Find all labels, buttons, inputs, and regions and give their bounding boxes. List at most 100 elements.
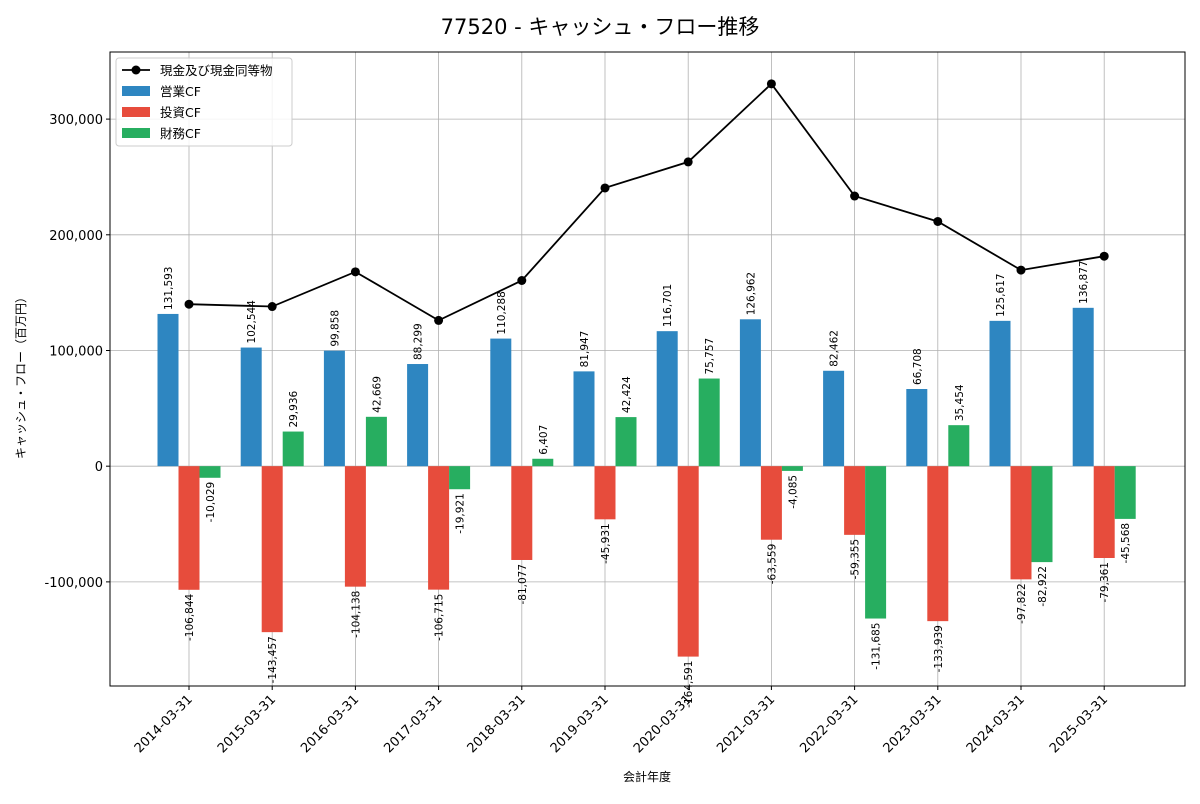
cash-balance-point: [1016, 265, 1026, 275]
bar-投資CF: [511, 466, 533, 560]
cash-balance-point: [766, 79, 776, 89]
bar-value-label: 125,617: [995, 273, 1007, 316]
cash-balance-point: [933, 216, 943, 226]
bar-営業CF: [823, 370, 845, 467]
bar-value-label: -164,591: [683, 661, 695, 708]
cash-balance-point: [517, 275, 527, 285]
bar-投資CF: [1093, 466, 1115, 558]
y-tick-label: -100,000: [45, 576, 103, 591]
bar-value-label: -45,931: [600, 523, 612, 564]
x-tick-label: 2021-03-31: [714, 692, 778, 756]
bar-value-label: -82,922: [1037, 566, 1049, 607]
bar-営業CF: [1072, 307, 1094, 467]
bar-財務CF: [1114, 466, 1136, 519]
legend-swatch: [122, 107, 150, 117]
bar-value-label: 42,424: [621, 376, 633, 413]
cash-balance-polyline: [188, 82, 1105, 322]
bar-営業CF: [906, 389, 928, 467]
bar-財務CF: [449, 466, 471, 490]
legend-swatch: [122, 128, 150, 138]
bar-value-label: 110,288: [496, 291, 508, 334]
legend-label: 現金及び現金同等物: [160, 63, 273, 78]
x-tick-label: 2020-03-31: [631, 692, 695, 756]
bar-value-label: -19,921: [455, 493, 467, 534]
axes: -100,000 0 100,000 200,000 300,000 2014-03-31…: [45, 51, 1186, 756]
bar-value-labels: 131,593 102,544 99,858 88,299 110,288 81,947 1…: [163, 260, 1132, 707]
cash-balance-point: [350, 267, 360, 277]
bar-投資CF: [178, 466, 200, 590]
x-tick-label: 2025-03-31: [1047, 692, 1111, 756]
bar-営業CF: [240, 347, 262, 467]
bar-value-label: 126,962: [745, 272, 757, 315]
bar-value-label: -63,559: [766, 544, 778, 585]
legend-label: 財務CF: [160, 126, 201, 141]
bar-投資CF: [428, 466, 450, 590]
y-axis-label: キャッシュ・フロー（百万円）: [14, 291, 28, 459]
bar-財務CF: [698, 378, 720, 467]
x-tick-label: 2015-03-31: [215, 692, 279, 756]
bar-value-label: 82,462: [829, 330, 841, 367]
bar-財務CF: [365, 416, 387, 467]
bar-value-label: -133,939: [933, 625, 945, 672]
bar-value-label: -143,457: [267, 636, 279, 683]
bar-営業CF: [407, 364, 429, 467]
legend-label: 投資CF: [160, 105, 201, 120]
bar-財務CF: [282, 431, 304, 467]
bar-value-label: 29,936: [288, 390, 300, 427]
cash-balance-point: [683, 157, 693, 167]
bar-財務CF: [199, 466, 221, 478]
bar-value-label: -45,568: [1120, 523, 1132, 564]
bar-投資CF: [844, 466, 866, 535]
legend-box: [115, 57, 293, 147]
y-tick-label: 0: [95, 460, 103, 475]
bar-value-label: 66,708: [912, 348, 924, 385]
bar-value-label: -79,361: [1099, 562, 1111, 603]
bar-value-label: 131,593: [163, 267, 175, 310]
x-tick-label: 2017-03-31: [381, 692, 445, 756]
x-tick-label: 2024-03-31: [964, 692, 1028, 756]
bar-value-label: -97,822: [1016, 583, 1028, 624]
bar-value-label: 6,407: [538, 425, 550, 455]
bar-財務CF: [948, 425, 970, 467]
bar-value-label: -106,715: [434, 594, 446, 641]
bar-value-label: -59,355: [850, 539, 862, 580]
bar-投資CF: [344, 466, 366, 587]
cash-balance-point: [850, 191, 860, 201]
bar-財務CF: [1031, 466, 1053, 563]
bar-value-label: 102,544: [246, 300, 258, 344]
bar-value-label: -81,077: [517, 564, 529, 605]
bar-value-label: 116,701: [662, 284, 674, 327]
bar-value-label: -4,085: [787, 475, 799, 509]
x-axis-label: 会計年度: [623, 769, 671, 784]
legend-marker: [131, 65, 141, 75]
x-tick-label: 2016-03-31: [298, 692, 362, 756]
bar-value-label: -106,844: [184, 593, 196, 641]
bar-投資CF: [677, 466, 699, 657]
bar-営業CF: [157, 313, 179, 467]
y-tick-label: 200,000: [49, 229, 103, 244]
bar-営業CF: [323, 350, 345, 467]
bar-財務CF: [615, 417, 637, 467]
x-tick-label: 2018-03-31: [465, 692, 529, 756]
legend-swatch: [122, 86, 150, 96]
bar-value-label: 81,947: [579, 331, 591, 368]
bar-value-label: -104,138: [350, 591, 362, 638]
chart-title: 77520 - キャッシュ・フロー推移: [441, 15, 760, 39]
bar-財務CF: [532, 458, 554, 467]
bar-営業CF: [989, 320, 1011, 467]
legend-label: 営業CF: [160, 84, 201, 99]
bar-財務CF: [865, 466, 887, 619]
bar-営業CF: [739, 319, 761, 467]
bar-value-label: 35,454: [954, 384, 966, 421]
bar-財務CF: [781, 466, 803, 471]
bar-営業CF: [656, 331, 678, 467]
x-tick-label: 2022-03-31: [797, 692, 861, 756]
cash-balance-line: [184, 79, 1109, 325]
bar-value-label: 99,858: [329, 310, 341, 347]
cash-balance-point: [184, 299, 194, 309]
bar-value-label: 75,757: [704, 338, 716, 375]
bars: [157, 307, 1136, 657]
cash-balance-point: [1099, 251, 1109, 261]
